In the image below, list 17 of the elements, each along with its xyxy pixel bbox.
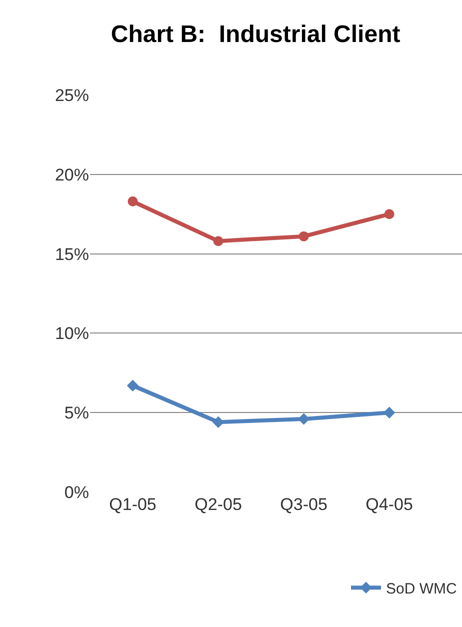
legend-label: SoD WMC: [386, 580, 457, 598]
x-tick-label: Q4-05: [366, 495, 413, 514]
point: [213, 236, 224, 246]
y-tick-label: 20%: [54, 165, 89, 184]
point: [126, 380, 139, 392]
chart-title: Chart B: Industrial Client: [110, 20, 400, 48]
y-tick-label: 15%: [54, 244, 89, 264]
point: [298, 231, 309, 242]
point: [384, 209, 394, 220]
point: [128, 196, 138, 206]
y-tick-label: 25%: [54, 86, 89, 105]
x-tick-label: Q2-05: [194, 495, 242, 514]
x-tick-label: Q1-05: [109, 495, 156, 514]
y-tick-label: 5%: [64, 404, 89, 423]
x-tick-label: Q3-05: [280, 495, 328, 514]
y-tick-label: 0%: [64, 482, 89, 502]
y-tick-label: 10%: [54, 324, 89, 344]
